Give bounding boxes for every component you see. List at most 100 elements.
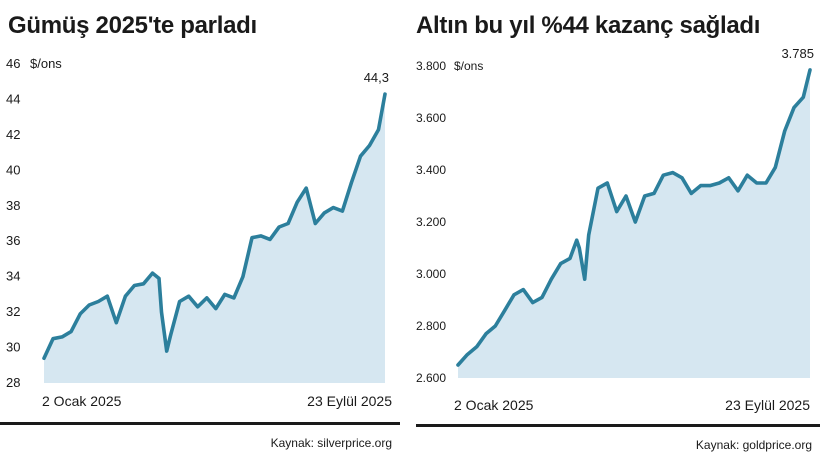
data-point	[755, 181, 759, 185]
data-point	[105, 294, 109, 298]
data-point	[165, 349, 169, 353]
data-point	[78, 312, 82, 316]
data-point	[142, 282, 145, 286]
data-point	[575, 238, 579, 242]
data-point	[661, 173, 665, 177]
divider-rule	[416, 424, 820, 427]
data-point	[178, 300, 182, 303]
data-point	[304, 186, 308, 190]
data-point	[232, 296, 236, 300]
data-point	[313, 222, 317, 225]
data-point	[377, 128, 380, 132]
data-point	[51, 337, 55, 341]
data-point	[114, 321, 118, 325]
data-point	[633, 220, 637, 224]
data-point	[652, 191, 656, 195]
data-point	[745, 173, 749, 177]
data-point	[549, 277, 553, 281]
y-tick-label: 30	[6, 340, 20, 355]
data-point	[717, 181, 721, 185]
data-point	[157, 276, 161, 280]
area-fill	[44, 94, 385, 383]
silver-chart-panel: Gümüş 2025'te parladı 28 30 32 34 36 38 40 42 44…	[0, 0, 404, 462]
data-point	[624, 194, 628, 198]
data-point	[521, 288, 525, 292]
data-point	[96, 300, 100, 303]
data-point	[151, 271, 154, 275]
y-tick-label: 28	[6, 375, 20, 390]
x-start-label: 2 Ocak 2025	[42, 393, 122, 409]
data-point	[503, 308, 507, 312]
data-point	[87, 303, 91, 307]
data-point	[277, 225, 281, 229]
data-point	[205, 296, 209, 300]
y-tick-label: 3.000	[416, 267, 446, 281]
data-point	[383, 92, 387, 96]
y-tick-label: 3.400	[416, 163, 446, 177]
data-point	[132, 284, 136, 287]
data-point	[42, 356, 46, 360]
data-point	[512, 293, 516, 297]
chart-title: Gümüş 2025'te parladı	[8, 12, 257, 39]
x-end-label: 23 Eylül 2025	[307, 393, 392, 409]
y-tick-label: 3.600	[416, 111, 446, 125]
data-point	[808, 68, 812, 72]
area-fill	[458, 69, 810, 379]
data-point	[60, 335, 64, 339]
data-point	[268, 237, 272, 241]
data-point	[123, 294, 127, 298]
data-point	[531, 301, 535, 305]
y-tick-label: 38	[6, 198, 20, 213]
data-point	[493, 324, 497, 328]
y-tick-label: 44	[6, 91, 20, 106]
y-tick-label: 42	[6, 127, 20, 142]
silver-chart: 28 30 32 34 36 38 40 42 44 46 $/ons 44,3 2 Ocak 2025…	[6, 56, 392, 409]
data-point	[368, 144, 371, 147]
y-tick-label: 32	[6, 304, 20, 319]
data-point	[792, 106, 796, 110]
data-point	[160, 310, 163, 314]
last-value-label: 3.785	[781, 46, 814, 61]
unit-label: $/ons	[454, 59, 483, 73]
data-point	[643, 194, 647, 198]
y-tick-label: 46	[6, 56, 20, 71]
data-point	[359, 154, 362, 158]
data-point	[322, 211, 326, 215]
data-point	[484, 332, 488, 336]
data-point	[456, 363, 460, 367]
unit-label: $/ons	[30, 56, 62, 71]
x-end-label: 23 Eylül 2025	[725, 397, 810, 413]
last-value-label: 44,3	[364, 70, 389, 85]
data-point	[475, 345, 479, 349]
data-point	[559, 262, 563, 266]
data-point	[286, 222, 290, 225]
data-point	[577, 246, 581, 250]
data-point	[69, 330, 73, 334]
y-tick-label: 3.800	[416, 59, 446, 73]
data-point	[680, 176, 684, 180]
data-point	[583, 277, 587, 281]
data-point	[169, 333, 173, 337]
data-point	[340, 209, 344, 213]
y-tick-label: 34	[6, 269, 20, 284]
data-point	[605, 181, 609, 185]
x-start-label: 2 Ocak 2025	[454, 397, 534, 413]
data-point	[699, 184, 703, 188]
data-point	[587, 233, 591, 237]
y-tick-label: 2.600	[416, 371, 446, 385]
data-point	[568, 256, 572, 260]
data-point	[187, 294, 191, 298]
gold-chart-panel: Altın bu yıl %44 kazanç sağladı 2.600 2.8…	[410, 0, 820, 462]
chart-title: Altın bu yıl %44 kazanç sağladı	[416, 12, 761, 39]
gold-chart: 2.600 2.800 3.000 3.200 3.400 3.600 3.800 $/ons…	[416, 46, 814, 413]
data-point	[764, 181, 768, 185]
y-tick-label: 40	[6, 162, 20, 177]
data-point	[214, 307, 218, 311]
data-point	[259, 234, 263, 238]
data-point	[773, 165, 777, 169]
y-tick-label: 36	[6, 233, 20, 248]
data-point	[465, 353, 469, 357]
data-point	[783, 129, 787, 133]
data-point	[331, 206, 335, 210]
data-point	[295, 200, 299, 204]
